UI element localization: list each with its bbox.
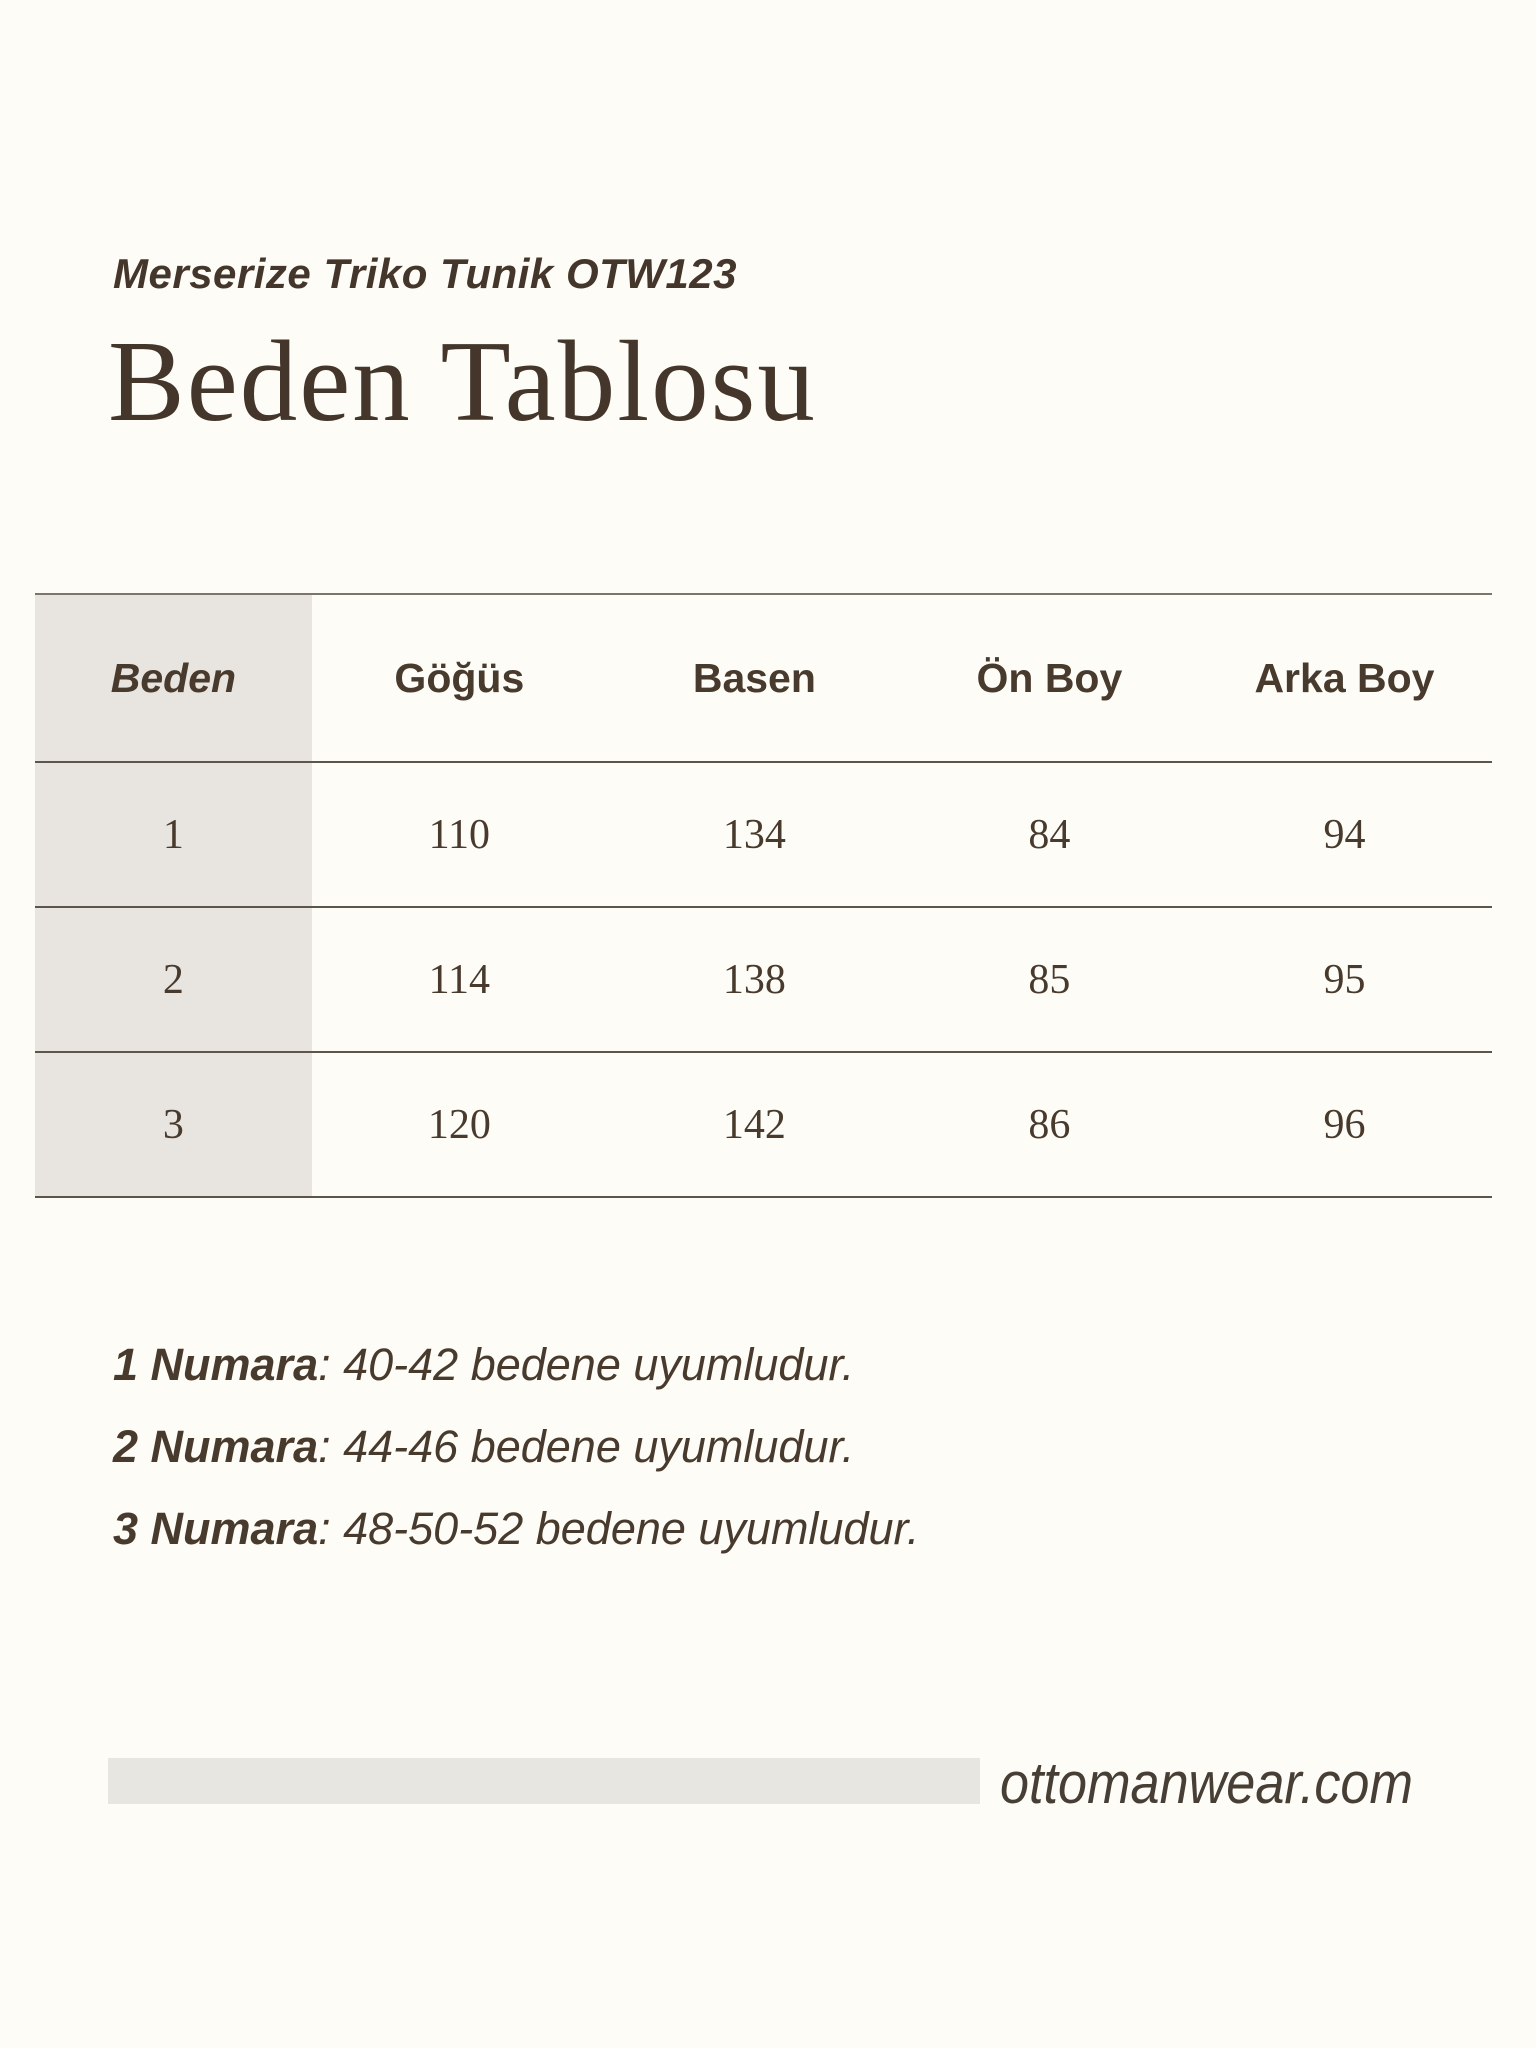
column-header-arka-boy: Arka Boy xyxy=(1254,654,1435,701)
note-label: 3 Numara xyxy=(113,1503,319,1554)
website-text: ottomanwear.com xyxy=(1000,1751,1413,1816)
cell-arka-boy: 94 xyxy=(1323,811,1366,858)
cell-gogus: 120 xyxy=(427,1101,491,1148)
column-header-basen: Basen xyxy=(692,654,816,701)
cell-beden: 2 xyxy=(35,907,312,1052)
cell-basen: 138 xyxy=(722,956,786,1003)
table-row-size-1: 1 110 134 84 94 xyxy=(35,762,1492,907)
cell-arka-boy: 95 xyxy=(1323,956,1366,1003)
cell-beden: 1 xyxy=(35,762,312,907)
table-row-size-2: 2 114 138 85 95 xyxy=(35,907,1492,1052)
cell-gogus: 110 xyxy=(428,811,491,858)
note-text: : 44-46 bedene uyumludur. xyxy=(318,1421,855,1472)
footer-bar xyxy=(108,1758,980,1804)
column-header-gogus: Göğüs xyxy=(394,654,525,701)
column-header-beden: Beden xyxy=(35,594,312,762)
cell-gogus: 114 xyxy=(428,956,491,1003)
cell-on-boy: 85 xyxy=(1028,956,1071,1003)
cell-beden: 3 xyxy=(35,1052,312,1197)
size-notes: 1 Numara: 40-42 bedene uyumludur. 2 Numa… xyxy=(113,1324,919,1570)
note-text: : 40-42 bedene uyumludur. xyxy=(318,1339,855,1390)
column-header-on-boy: Ön Boy xyxy=(976,654,1123,701)
table-row-size-3: 3 120 142 86 96 xyxy=(35,1052,1492,1197)
cell-basen: 134 xyxy=(722,811,786,858)
footer: ottomanwear.com xyxy=(0,1751,1536,1816)
cell-on-boy: 86 xyxy=(1028,1101,1071,1148)
page-title: Beden Tablosu xyxy=(108,318,817,445)
note-line-1: 1 Numara: 40-42 bedene uyumludur. xyxy=(113,1324,919,1406)
cell-arka-boy: 96 xyxy=(1323,1101,1366,1148)
table-header-row: Beden Göğüs Basen Ön Boy Arka Boy xyxy=(35,594,1492,762)
note-line-3: 3 Numara: 48-50-52 bedene uyumludur. xyxy=(113,1488,919,1570)
size-table: Beden Göğüs Basen Ön Boy Arka Boy 1 110 … xyxy=(35,593,1492,1198)
product-name: Merserize Triko Tunik OTW123 xyxy=(113,250,737,297)
cell-on-boy: 84 xyxy=(1028,811,1071,858)
cell-basen: 142 xyxy=(722,1101,786,1148)
note-text: : 48-50-52 bedene uyumludur. xyxy=(318,1503,920,1554)
note-line-2: 2 Numara: 44-46 bedene uyumludur. xyxy=(113,1406,919,1488)
note-label: 2 Numara xyxy=(113,1421,319,1472)
note-label: 1 Numara xyxy=(113,1339,319,1390)
